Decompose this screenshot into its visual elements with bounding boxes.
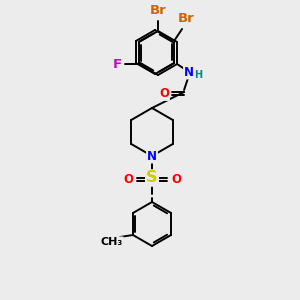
Text: H: H (194, 70, 202, 80)
Text: O: O (159, 87, 169, 100)
Text: N: N (184, 65, 194, 79)
Text: Br: Br (178, 13, 194, 26)
Text: CH₃: CH₃ (101, 237, 123, 247)
Text: O: O (123, 173, 133, 186)
Text: S: S (146, 170, 158, 185)
Text: Br: Br (150, 4, 166, 17)
Text: F: F (112, 58, 122, 70)
Text: N: N (147, 149, 157, 163)
Text: O: O (171, 173, 181, 186)
